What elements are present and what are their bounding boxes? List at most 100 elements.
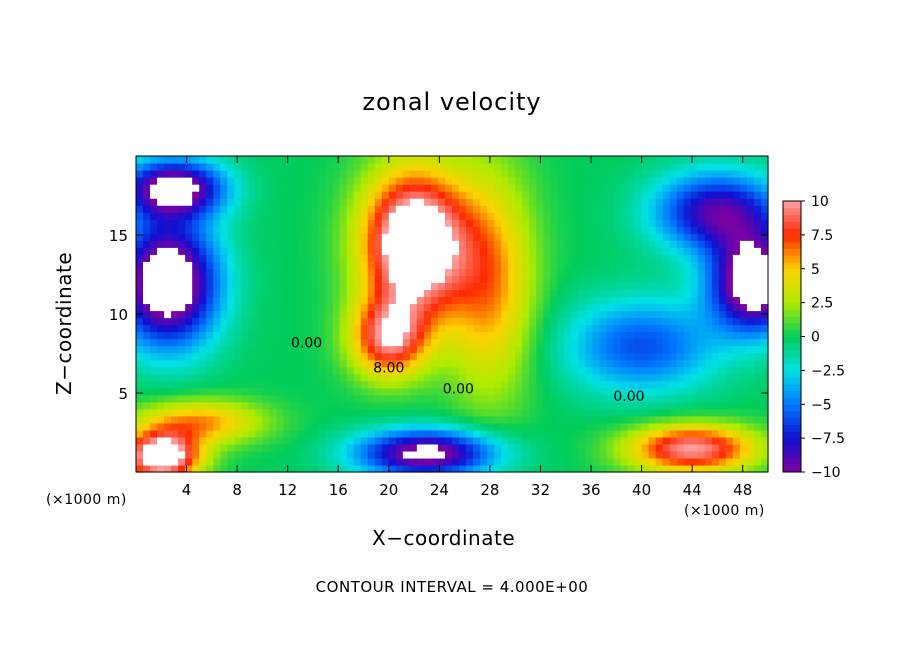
field-cell [136, 401, 144, 410]
field-cell [248, 310, 256, 319]
field-cell [220, 338, 228, 347]
field-cell [459, 436, 467, 445]
field-cell [613, 443, 622, 452]
field-cell [641, 310, 650, 319]
field-cell [262, 205, 271, 213]
field-cell [192, 387, 200, 396]
field-cell [557, 184, 565, 192]
field-cell [416, 205, 425, 213]
field-cell [501, 373, 509, 382]
field-cell [164, 303, 172, 312]
field-cell [494, 212, 502, 220]
field-cell [269, 324, 278, 333]
field-cell [353, 345, 362, 354]
field-cell [599, 436, 608, 445]
colorbar-segment [783, 431, 801, 439]
field-cell [444, 177, 453, 185]
field-cell [220, 212, 228, 220]
field-cell [318, 422, 327, 431]
field-cell [325, 436, 334, 445]
field-cell [192, 380, 200, 389]
field-cell [444, 198, 453, 206]
field-cell [325, 261, 334, 269]
field-cell [669, 394, 678, 403]
field-cell [220, 450, 228, 459]
field-cell [648, 429, 657, 438]
field-cell [599, 226, 608, 234]
field-cell [564, 177, 572, 185]
field-cell [494, 338, 502, 347]
field-cell [297, 254, 306, 262]
field-cell [480, 394, 488, 403]
field-cell [718, 247, 727, 255]
field-cell [473, 415, 481, 424]
field-cell [248, 219, 256, 227]
x-origin-unit-label: (×1000 m) [46, 492, 127, 508]
field-cell [690, 296, 699, 305]
field-cell [290, 422, 299, 431]
colorbar-segment [783, 397, 801, 405]
field-cell [690, 387, 699, 396]
field-cell [662, 401, 671, 410]
field-cell [683, 331, 692, 340]
field-cell [459, 457, 467, 466]
field-cell [150, 317, 158, 326]
field-cell [367, 177, 376, 185]
field-cell [437, 429, 446, 438]
field-cell [662, 163, 671, 171]
field-cell [360, 156, 369, 164]
field-cell [711, 408, 720, 417]
field-cell [557, 387, 565, 396]
field-cell [304, 219, 313, 227]
field-cell [522, 184, 530, 192]
field-cell [171, 240, 179, 248]
field-cell [346, 443, 355, 452]
field-cell [136, 324, 144, 333]
field-cell [760, 303, 769, 312]
field-cell [416, 457, 425, 466]
field-cell [557, 247, 565, 255]
field-cell [746, 261, 755, 269]
field-cell [423, 170, 432, 178]
field-cell [620, 212, 629, 220]
field-cell [690, 240, 699, 248]
field-cell [444, 163, 453, 171]
field-cell [178, 464, 186, 473]
field-cell [704, 275, 713, 283]
colorbar-segment [783, 261, 801, 270]
field-cell [452, 247, 460, 255]
field-cell [697, 436, 706, 445]
field-cell [353, 331, 362, 340]
field-cell [585, 380, 594, 389]
field-cell [711, 443, 720, 452]
field-cell [732, 464, 741, 473]
field-cell [697, 282, 706, 291]
field-cell [669, 380, 678, 389]
field-cell [136, 338, 144, 347]
field-cell [480, 226, 488, 234]
field-cell [620, 422, 629, 431]
field-cell [416, 401, 425, 410]
field-cell [613, 394, 622, 403]
field-cell [437, 240, 446, 248]
field-cell [157, 191, 165, 199]
field-cell [192, 198, 200, 206]
field-cell [346, 373, 355, 382]
field-cell [620, 163, 629, 171]
field-cell [136, 268, 144, 276]
field-cell [395, 457, 404, 466]
field-cell [522, 296, 530, 305]
field-cell [515, 163, 523, 171]
field-cell [725, 408, 734, 417]
field-cell [746, 219, 755, 227]
field-cell [536, 380, 544, 389]
field-cell [529, 303, 537, 312]
field-cell [437, 303, 446, 312]
field-cell [353, 289, 362, 298]
field-cell [683, 275, 692, 283]
field-cell [669, 415, 678, 424]
field-cell [529, 352, 537, 361]
field-cell [353, 163, 362, 171]
field-cell [234, 310, 242, 319]
field-cell [690, 436, 699, 445]
